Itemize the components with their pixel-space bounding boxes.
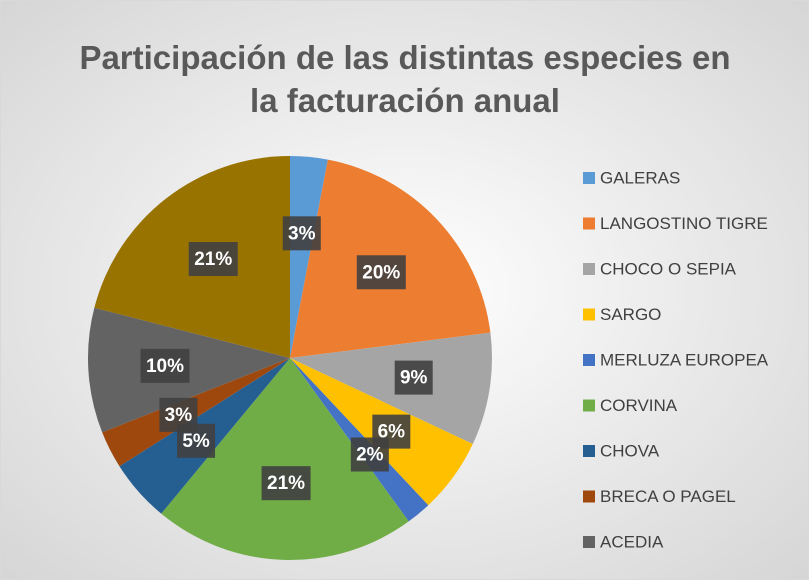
data-label-text: 9% <box>400 368 428 389</box>
legend-swatch <box>583 354 595 366</box>
data-label-box <box>356 255 406 290</box>
data-label: 10% <box>140 348 190 383</box>
legend-label: MERLUZA EUROPEA <box>600 350 769 369</box>
data-label-box <box>350 437 389 472</box>
legend-swatch <box>583 308 595 321</box>
legend-label: BRECA O PAGEL <box>600 487 736 506</box>
data-label-text: 5% <box>182 431 210 452</box>
data-label: 9% <box>394 360 433 395</box>
pie-slice <box>161 358 409 561</box>
legend-label: ACEDIA <box>600 532 664 551</box>
legend-label: LANGOSTINO TIGRE <box>600 214 768 233</box>
legend-label: CHOCO O SEPIA <box>600 259 737 278</box>
data-label: 20% <box>356 255 406 290</box>
data-label: 21% <box>261 466 311 501</box>
data-label: 21% <box>188 242 238 277</box>
pie-slice <box>290 332 492 445</box>
legend-label: GALERAS <box>600 168 680 187</box>
data-label-text: 3% <box>288 223 316 244</box>
legend-swatch <box>583 399 595 412</box>
data-label-text: 21% <box>194 249 232 270</box>
data-label-box <box>140 348 190 383</box>
data-label-box <box>261 466 311 501</box>
legend-label: CORVINA <box>600 396 678 415</box>
data-label-text: 2% <box>356 445 384 466</box>
data-label: 3% <box>282 216 321 251</box>
data-label-text: 6% <box>378 422 406 443</box>
legend-swatch <box>583 490 595 503</box>
legend-label: CHOVA <box>600 441 660 460</box>
chart-title: Participación de las distintas especies … <box>79 39 730 119</box>
data-label-text: 10% <box>146 356 184 377</box>
data-label: 5% <box>177 423 216 458</box>
legend-swatch <box>583 217 595 230</box>
legend-swatch <box>583 172 595 184</box>
data-label-box <box>159 397 198 432</box>
legend-swatch <box>583 445 595 457</box>
legend-swatch <box>583 263 595 275</box>
data-label-text: 3% <box>165 405 193 426</box>
data-label: 3% <box>159 397 198 432</box>
data-label-box <box>188 242 238 277</box>
data-label-box <box>394 360 433 395</box>
data-label-box <box>282 216 321 251</box>
pie-slice <box>290 156 328 358</box>
data-label-text: 20% <box>362 262 400 283</box>
data-label-text: 21% <box>267 473 305 494</box>
legend-swatch <box>583 536 595 548</box>
legend-label: SARGO <box>600 305 661 324</box>
data-label: 2% <box>350 437 389 472</box>
